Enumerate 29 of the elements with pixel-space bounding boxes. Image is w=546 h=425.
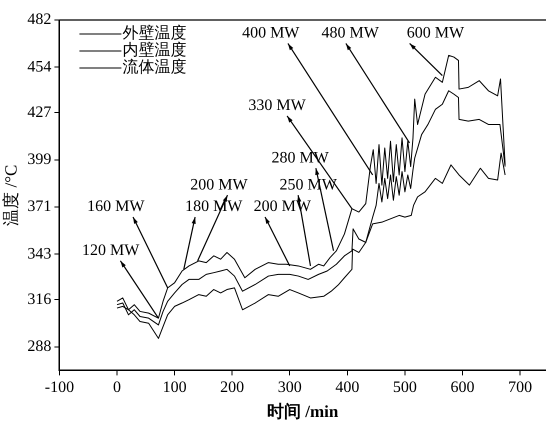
legend-label: 外壁温度 <box>122 24 186 42</box>
legend-label: 内壁温度 <box>122 41 186 60</box>
x-tick-label: 600 <box>450 379 474 396</box>
y-axis-title: 温度 /°C <box>2 164 21 226</box>
x-axis-title: 时间 /min <box>267 402 339 422</box>
annotation: 200 MW <box>190 176 248 194</box>
x-tick-label: 0 <box>112 379 121 396</box>
y-tick-label: 288 <box>27 338 52 356</box>
x-tick-label: 500 <box>392 379 417 396</box>
annotation: 160 MW <box>87 198 146 216</box>
annotation: 600 MW <box>406 24 465 42</box>
annotation: 480 MW <box>322 24 380 42</box>
x-tick-label: 300 <box>278 379 302 396</box>
annotation: 330 MW <box>248 97 307 114</box>
annotation: 400 MW <box>242 24 300 42</box>
x-tick-label: 200 <box>220 379 244 396</box>
y-tick-label: 482 <box>27 11 52 28</box>
x-tick-label: 400 <box>335 379 360 396</box>
x-tick-label: 100 <box>162 379 187 396</box>
annotation: 120 MW <box>82 242 140 259</box>
y-tick-label: 371 <box>27 198 52 216</box>
y-tick-label: 454 <box>27 58 52 76</box>
y-tick-label: 399 <box>27 151 52 168</box>
legend-label: 流体温度 <box>122 58 186 76</box>
x-tick-label: -100 <box>44 379 74 396</box>
y-tick-label: 427 <box>27 104 52 121</box>
x-tick-label: 700 <box>508 379 532 396</box>
y-tick-label: 343 <box>27 245 52 262</box>
y-tick-label: 316 <box>27 290 52 308</box>
